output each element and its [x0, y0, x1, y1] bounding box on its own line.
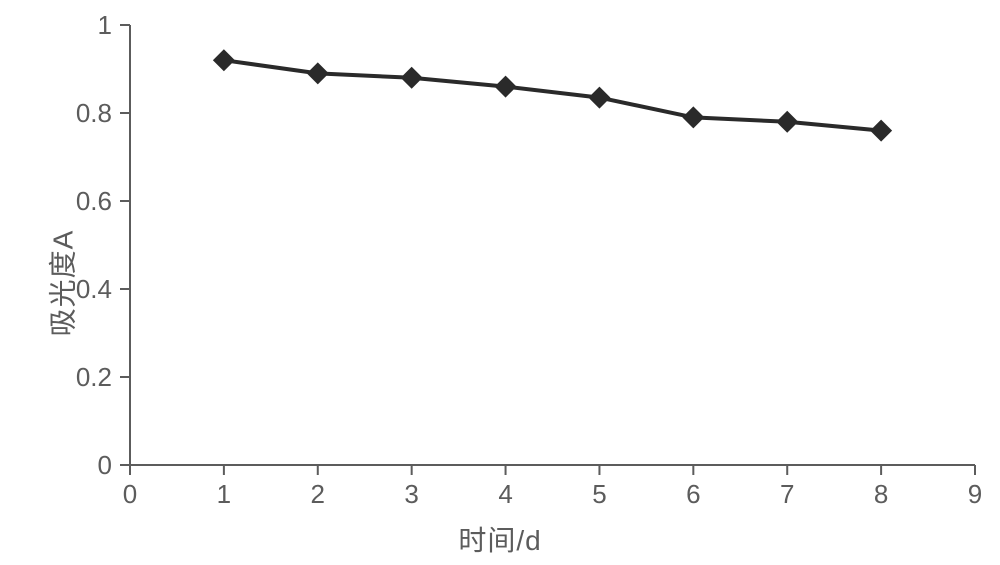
x-tick-label: 3	[404, 479, 418, 509]
y-tick-label: 1	[98, 10, 112, 40]
x-tick-label: 8	[874, 479, 888, 509]
y-tick-label: 0.2	[76, 362, 112, 392]
x-tick-label: 2	[311, 479, 325, 509]
x-tick-label: 7	[780, 479, 794, 509]
y-tick-label: 0.8	[76, 98, 112, 128]
x-tick-label: 9	[968, 479, 982, 509]
x-tick-label: 1	[217, 479, 231, 509]
data-marker	[682, 106, 704, 128]
data-marker	[213, 49, 235, 71]
x-tick-label: 6	[686, 479, 700, 509]
x-tick-label: 4	[498, 479, 512, 509]
y-tick-label: 0.6	[76, 186, 112, 216]
y-axis-label: 吸光度A	[41, 229, 81, 336]
x-tick-label: 5	[592, 479, 606, 509]
chart-svg: 00.20.40.60.810123456789	[0, 0, 1000, 565]
data-marker	[495, 76, 517, 98]
data-marker	[588, 87, 610, 109]
chart-container: 00.20.40.60.810123456789 吸光度A 时间/d	[0, 0, 1000, 565]
data-marker	[401, 67, 423, 89]
x-axis-label: 时间/d	[0, 519, 1000, 559]
x-tick-label: 0	[123, 479, 137, 509]
data-marker	[776, 111, 798, 133]
y-tick-label: 0	[98, 450, 112, 480]
data-marker	[870, 120, 892, 142]
data-marker	[307, 62, 329, 84]
